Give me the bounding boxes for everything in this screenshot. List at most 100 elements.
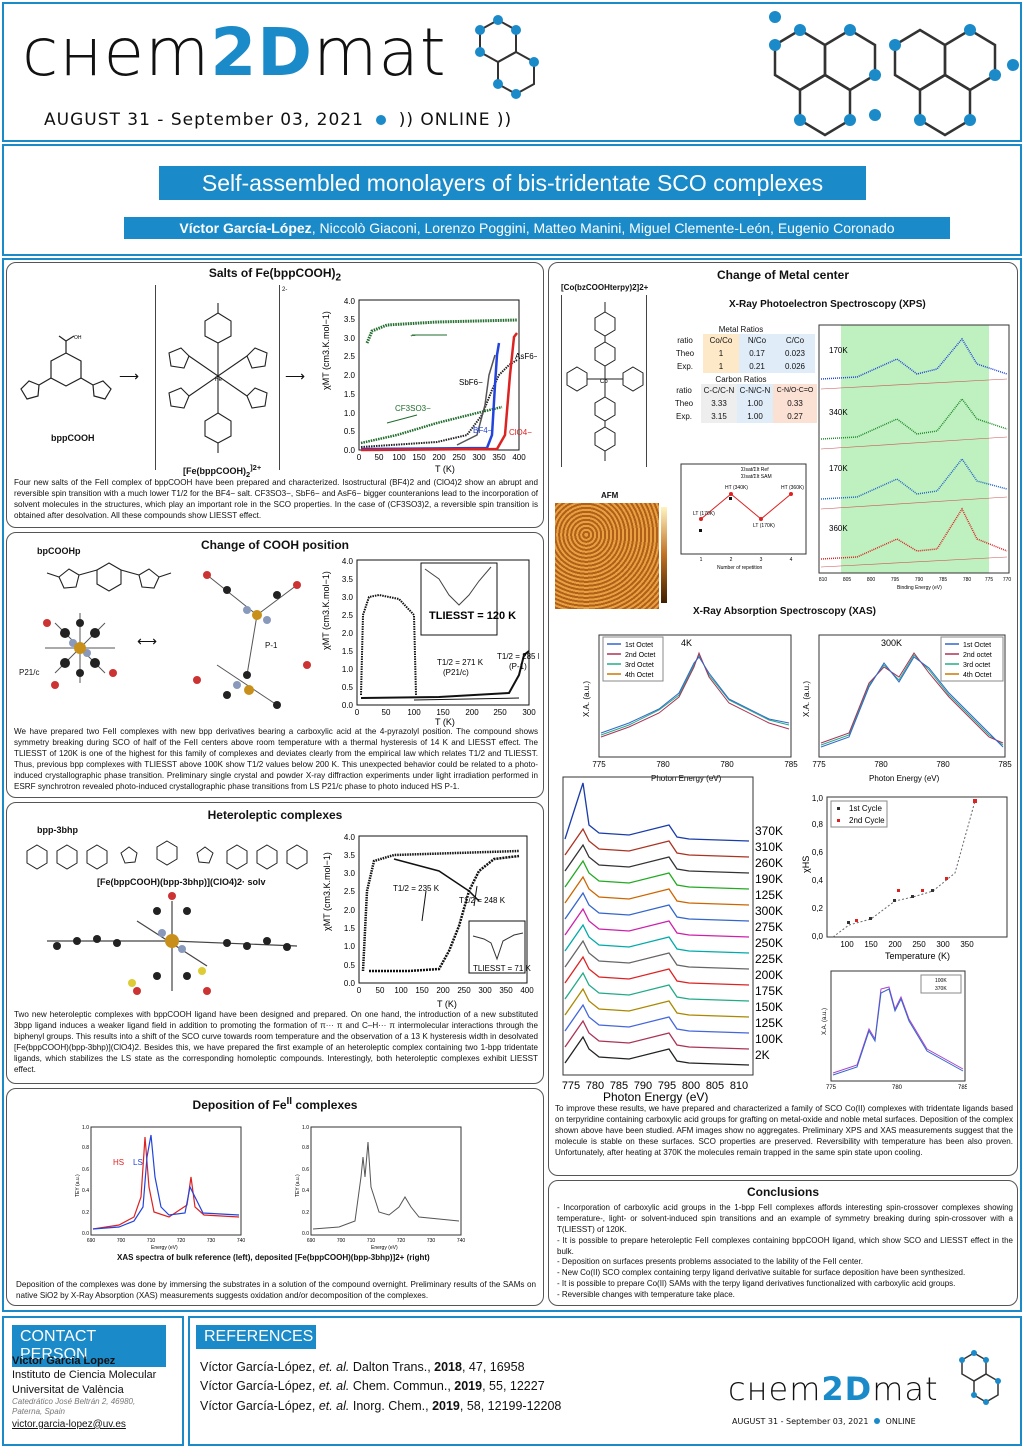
rep-label-4: HT (360K) (781, 485, 804, 491)
header-frame (2, 2, 1022, 142)
svg-text:810: 810 (819, 577, 828, 583)
svg-text:400: 400 (520, 986, 534, 995)
svg-text:←: ← (409, 330, 417, 339)
svg-text:1.0: 1.0 (344, 942, 356, 951)
contact-email[interactable]: victor.garcia-lopez@uv.es (12, 1418, 126, 1430)
stack-spectrum-line (564, 907, 750, 938)
xas-300k-title: 300K (881, 638, 902, 648)
svg-text:200: 200 (888, 940, 902, 949)
contact-addr1: Catedrático José Beltrán 2, 46980, (12, 1396, 136, 1406)
svg-text:4.0: 4.0 (344, 297, 356, 306)
svg-text:780: 780 (656, 760, 670, 769)
poster-title: Self-assembled monolayers of bis-trident… (159, 166, 866, 200)
hetero-chart: 0.0 0.5 1.0 1.5 2.0 2.5 3.0 3.5 4.0 0 50 100 150 200… (322, 833, 534, 1009)
mr-h0: ratio (677, 336, 693, 345)
hs-ylabel: χHS (801, 856, 811, 873)
svg-text:775: 775 (562, 1080, 580, 1092)
svg-text:775: 775 (985, 577, 994, 583)
svg-text:810: 810 (730, 1080, 748, 1092)
svg-text:0.0: 0.0 (82, 1231, 89, 1237)
svg-text:785: 785 (958, 1085, 967, 1091)
xas-deposited-chart: 0.0 0.2 0.4 0.6 0.8 1.0 690 700 710 720 730 740 TE… (295, 1125, 465, 1251)
hetero-text: Two new heteroleptic complexes with bppC… (14, 1010, 538, 1074)
xas300k-legend-4: 4th Octet (963, 672, 991, 679)
first-author: Víctor García-López (179, 220, 312, 236)
svg-text:1.5: 1.5 (342, 647, 354, 656)
stack-temp-label: 300K (755, 904, 783, 918)
dot-icon (376, 115, 387, 125)
xas-300k-chart: 300K 1st Octet 2nd octet 3rd octet 4th O… (802, 634, 1012, 783)
stack-spectrum-line (564, 1035, 750, 1066)
stack-spectrum-line (564, 923, 750, 954)
crystal-structure-p1 (193, 571, 311, 709)
hexagon-molecule-icon (475, 15, 539, 99)
svg-text:150: 150 (412, 453, 426, 462)
svg-text:1.0: 1.0 (344, 409, 356, 418)
main-frame (2, 258, 1022, 1312)
brand-name-c: mat (313, 14, 447, 91)
svg-text:1.5: 1.5 (344, 924, 356, 933)
hs-label: HS (113, 1158, 124, 1167)
svg-text:1: 1 (700, 557, 703, 563)
svg-text:710: 710 (367, 1238, 376, 1244)
authors-line: Víctor García-López, Niccolò Giaconi, Lo… (124, 217, 950, 239)
cr-r0c3: 0.33 (773, 397, 817, 410)
svg-text:785: 785 (610, 1080, 628, 1092)
bpp3bhp-molecule (26, 840, 308, 870)
arrow-1: ⟶ (119, 368, 140, 384)
cooh-t12a-sub: (P21/c) (443, 668, 469, 677)
reference-item: Víctor García-López, et. al. Dalton Tran… (200, 1360, 525, 1374)
svg-text:720: 720 (397, 1238, 406, 1244)
svg-text:1.0: 1.0 (302, 1125, 309, 1131)
svg-text:3.5: 3.5 (344, 315, 356, 324)
label-clo4: ClO4− (509, 428, 532, 437)
svg-text:100: 100 (840, 940, 854, 949)
svg-text:3.5: 3.5 (344, 851, 356, 860)
svg-text:690: 690 (87, 1238, 96, 1244)
stack-spectrum-line (564, 939, 750, 970)
svg-text:150: 150 (415, 986, 429, 995)
xps-temp-1: 170K (829, 346, 848, 355)
stack-temp-label: 190K (755, 872, 783, 886)
stack-spectrum-line (564, 1003, 750, 1034)
stack-temp-label: 370K (755, 824, 783, 838)
cooh-title: Change of COOH position (201, 538, 349, 552)
references-list: Víctor García-López, et. al. Dalton Tran… (200, 1358, 561, 1416)
xas-small-chart: 100K 370K 775 780 785 X.A. (a.u.) (822, 970, 967, 1091)
svg-text:150: 150 (864, 940, 878, 949)
svg-text:300: 300 (936, 940, 950, 949)
footer-logo: cнem2Dmat (728, 1370, 939, 1408)
mr-h1: Co/Co (703, 334, 739, 347)
svg-text:780: 780 (892, 1085, 903, 1091)
svg-text:50: 50 (376, 986, 385, 995)
xas-4k-title: 4K (681, 638, 692, 648)
label-sbf6: SbF6− (459, 378, 483, 387)
salts-xlabel: T (K) (435, 464, 455, 474)
arrow-2: ⟶ (285, 368, 306, 384)
stack-spectrum-line (564, 971, 750, 1002)
svg-text:0,8: 0,8 (812, 820, 824, 829)
hetero-t12a: T1/2 = 235 K (393, 884, 440, 893)
metal-title: Change of Metal center (716, 268, 850, 282)
stack-spectrum-line (564, 782, 750, 842)
cr-h0: ratio (676, 386, 692, 395)
svg-text:0,6: 0,6 (812, 848, 824, 857)
svg-text:0: 0 (357, 453, 362, 462)
svg-text:0.6: 0.6 (302, 1167, 309, 1173)
dates-text: AUGUST 31 - September 03, 2021 (44, 110, 364, 130)
footer-dates-text: AUGUST 31 - September 03, 2021 (732, 1417, 869, 1426)
xps-xlabel: Binding Energy (eV) (897, 585, 942, 591)
metal-ratios-title: Metal Ratios (718, 325, 764, 334)
cooh-text: We have prepared two FeII complexes with… (14, 727, 538, 791)
svg-text:790: 790 (915, 577, 924, 583)
xas-bulk-ylabel: TEY (a.u.) (75, 1174, 81, 1197)
svg-text:780: 780 (963, 577, 972, 583)
svg-text:3.0: 3.0 (344, 334, 356, 343)
svg-text:0.4: 0.4 (302, 1188, 309, 1194)
deposition-text: Deposition of the complexes was done by … (16, 1280, 536, 1300)
svg-text:700: 700 (337, 1238, 346, 1244)
stack-temp-label: 175K (755, 984, 783, 998)
svg-text:0.0: 0.0 (344, 446, 356, 455)
ls-label: LS (133, 1158, 143, 1167)
svg-text:690: 690 (307, 1238, 316, 1244)
